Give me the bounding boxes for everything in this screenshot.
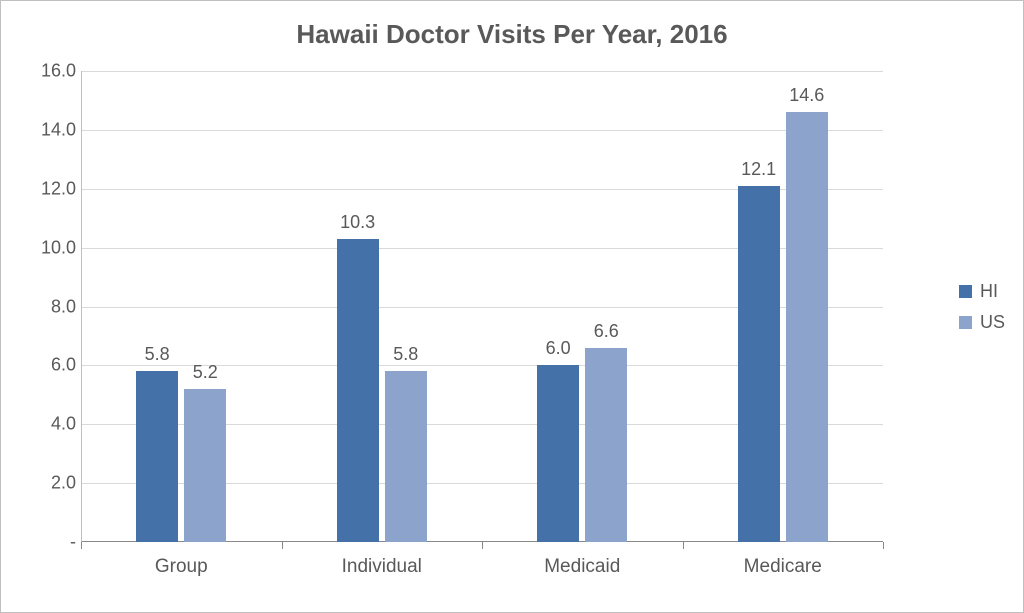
- legend: HI US: [959, 271, 1005, 343]
- legend-swatch: [959, 285, 972, 298]
- bar-hi: [537, 365, 579, 542]
- y-tick-label: 2.0: [26, 473, 76, 494]
- legend-item: HI: [959, 281, 1005, 302]
- y-tick-label: 16.0: [26, 61, 76, 82]
- bar-us: [786, 112, 828, 542]
- bar-us: [385, 371, 427, 542]
- legend-swatch: [959, 316, 972, 329]
- y-tick-label: 4.0: [26, 414, 76, 435]
- bar-value-label: 5.8: [145, 344, 170, 365]
- x-tick-label: Group: [155, 556, 208, 578]
- plot-wrap: Group5.85.2Individual10.35.8Medicaid6.06…: [21, 71, 883, 542]
- bar-value-label: 5.8: [393, 344, 418, 365]
- bar-us: [585, 348, 627, 542]
- x-tick-mark: [683, 542, 684, 549]
- legend-item: US: [959, 312, 1005, 333]
- x-tick-mark: [883, 542, 884, 549]
- x-tick-mark: [282, 542, 283, 549]
- bar-hi: [136, 371, 178, 542]
- bars-layer: Group5.85.2Individual10.35.8Medicaid6.06…: [81, 71, 883, 542]
- y-tick-label: -: [26, 532, 76, 553]
- chart-title: Hawaii Doctor Visits Per Year, 2016: [1, 1, 1023, 58]
- chart-container: Hawaii Doctor Visits Per Year, 2016 Grou…: [0, 0, 1024, 613]
- bar-value-label: 6.6: [594, 321, 619, 342]
- x-tick-mark: [81, 542, 82, 549]
- y-tick-label: 6.0: [26, 355, 76, 376]
- bar-us: [184, 389, 226, 542]
- bar-hi: [738, 186, 780, 542]
- x-tick-label: Medicaid: [544, 556, 620, 578]
- x-tick-mark: [482, 542, 483, 549]
- bar-value-label: 5.2: [193, 362, 218, 383]
- y-tick-label: 8.0: [26, 296, 76, 317]
- bar-value-label: 10.3: [340, 212, 375, 233]
- x-tick-label: Individual: [342, 556, 422, 578]
- bar-value-label: 12.1: [741, 159, 776, 180]
- y-tick-label: 14.0: [26, 119, 76, 140]
- bar-hi: [337, 239, 379, 542]
- x-tick-label: Medicare: [744, 556, 822, 578]
- bar-value-label: 14.6: [789, 85, 824, 106]
- y-tick-label: 12.0: [26, 178, 76, 199]
- legend-label: US: [980, 312, 1005, 333]
- legend-label: HI: [980, 281, 998, 302]
- bar-value-label: 6.0: [546, 338, 571, 359]
- y-tick-label: 10.0: [26, 237, 76, 258]
